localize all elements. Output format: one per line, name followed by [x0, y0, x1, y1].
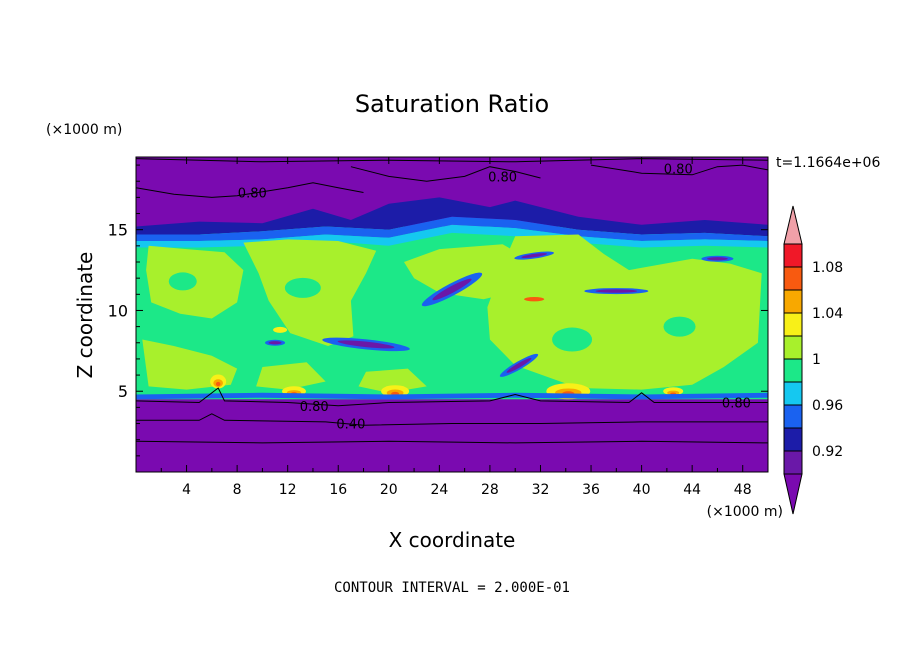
y-tick-label: 15	[108, 221, 128, 240]
streak-e-purple	[521, 253, 548, 258]
x-tick-label: 12	[279, 482, 297, 498]
x-unit-label: (×1000 m)	[707, 504, 783, 520]
chart-title: Saturation Ratio	[355, 90, 549, 118]
x-tick-label: 44	[683, 482, 701, 498]
x-axis-label: X coordinate	[389, 528, 516, 552]
x-tick-label: 32	[532, 482, 550, 498]
contour-0.20	[136, 440, 768, 444]
x-tick-label: 24	[430, 482, 448, 498]
colorbar-tick-label: 0.92	[812, 444, 843, 460]
band-dark-blue	[136, 197, 768, 237]
x-axis-ticks: 4 8 12 16 20 24 28 32 36 40 44 48	[160, 157, 752, 498]
x-tick-label: 20	[380, 482, 398, 498]
colorbar-swatch	[783, 266, 803, 291]
field-patches	[136, 197, 768, 400]
colorbar: 0.92 0.96 1 1.04 1.08	[783, 205, 843, 515]
teal-patch	[168, 272, 197, 291]
lime-low-mid	[256, 362, 326, 390]
y-unit-label: (×1000 m)	[46, 122, 122, 138]
streak-a-purple	[432, 278, 472, 301]
plot-frame	[135, 156, 769, 473]
x-tick-label: 4	[182, 482, 191, 498]
base-blue	[136, 392, 768, 400]
colorbar-tick-label: 1.08	[812, 260, 843, 276]
colorbar-over-triangle	[783, 205, 803, 245]
contour-0.80-upper-right	[590, 164, 768, 176]
colorbar-swatch	[783, 427, 803, 452]
colorbar-swatch	[783, 404, 803, 429]
x-tick-label: 28	[481, 482, 499, 498]
colorbar-swatch	[783, 450, 803, 475]
lime-low-mid2	[358, 368, 427, 393]
colorbar-under-triangle	[783, 473, 803, 515]
contour-0.80-lower	[136, 387, 768, 407]
time-label: t=1.1664e+06	[776, 155, 880, 171]
contour-0.80-top	[136, 158, 768, 163]
colorbar-swatch	[783, 358, 803, 383]
colorbar-swatch	[783, 289, 803, 314]
colorbar-tick-label: 0.96	[812, 398, 843, 414]
x-tick-label: 40	[633, 482, 651, 498]
colorbar-swatch	[783, 243, 803, 268]
contour-0.40	[136, 413, 768, 426]
contour-label: 0.80	[722, 397, 751, 412]
contour-label: 0.80	[300, 400, 329, 415]
colorbar-tick-label: 1.04	[812, 306, 843, 322]
colorbar-swatch	[783, 335, 803, 360]
y-tick-label: 5	[118, 382, 128, 401]
contour-0.80-upper-mid	[350, 166, 541, 182]
contour-label: 0.80	[664, 162, 693, 177]
lime-right	[487, 234, 762, 390]
y-axis-label: Z coordinate	[73, 252, 97, 379]
y-axis-ticks: 5 10 15	[108, 164, 768, 457]
contour-label: 0.80	[488, 170, 517, 185]
contour-interval-label: CONTOUR INTERVAL = 2.000E-01	[334, 580, 570, 596]
saturation-field	[136, 157, 768, 472]
colorbar-swatch	[783, 381, 803, 406]
contour-label: 0.40	[336, 418, 365, 433]
contour-labels: 0.80 0.80 0.80 0.80 0.80 0.40	[238, 162, 751, 432]
teal-patch	[552, 327, 593, 352]
colorbar-tick-label: 1	[812, 352, 821, 368]
streak-d-purple	[595, 289, 638, 293]
streak-f-purple	[707, 257, 728, 261]
teal-patch	[284, 277, 321, 298]
x-tick-label: 36	[582, 482, 600, 498]
streak-c-purple	[506, 357, 532, 373]
field-lower-dry	[136, 399, 768, 472]
x-tick-label: 48	[734, 482, 752, 498]
red-streak	[524, 296, 545, 302]
streak-g-purple	[268, 341, 282, 345]
y-tick-label: 10	[108, 301, 128, 320]
contour-lines	[136, 158, 768, 444]
x-tick-label: 8	[233, 482, 242, 498]
blob-6-red	[215, 381, 221, 387]
x-tick-label: 16	[329, 482, 347, 498]
streak-b-purple	[337, 340, 395, 349]
colorbar-swatch	[783, 312, 803, 337]
contour-label: 0.80	[238, 187, 267, 202]
contour-0.80-upper-left	[136, 182, 364, 198]
yellow-speck	[273, 326, 288, 333]
band-blue	[136, 216, 768, 241]
teal-patch	[663, 316, 696, 337]
